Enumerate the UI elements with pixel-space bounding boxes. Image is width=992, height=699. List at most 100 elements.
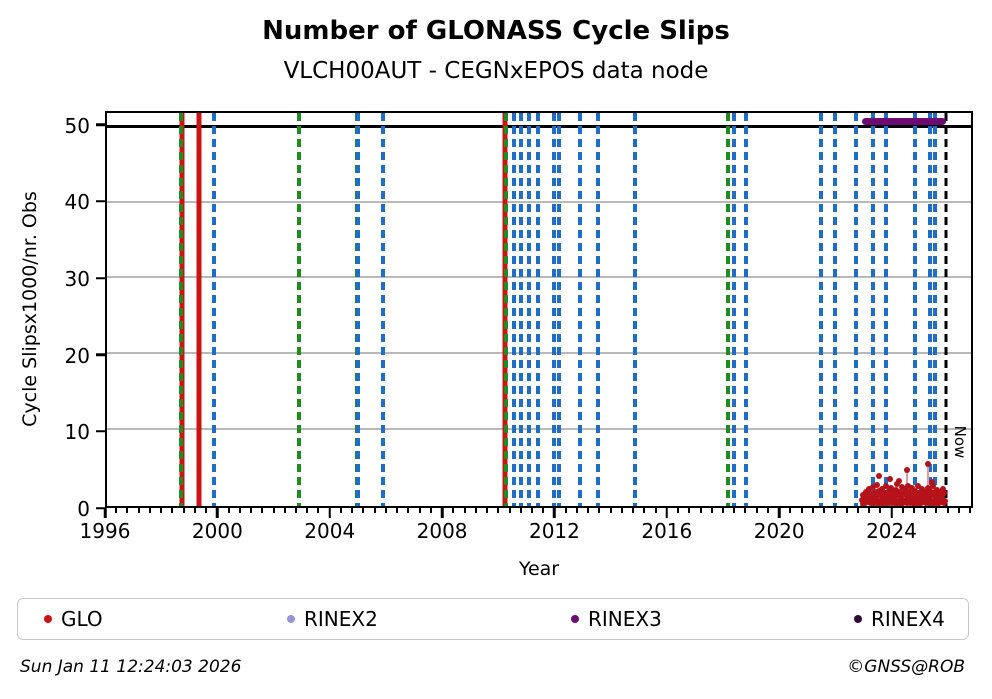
x-axis-minor-tick xyxy=(148,508,151,513)
rinex4-marker-icon xyxy=(854,615,862,623)
x-axis-minor-tick xyxy=(317,508,320,513)
glo-scatter-point xyxy=(921,488,928,495)
rinex3-availability-line xyxy=(861,118,946,126)
glo-scatter-point xyxy=(877,491,884,498)
x-axis-minor-tick xyxy=(789,508,792,513)
legend-label-rinex2: RINEX2 xyxy=(304,607,378,631)
glo-scatter-point xyxy=(924,484,931,491)
legend-label-rinex4: RINEX4 xyxy=(871,607,945,631)
glo-scatter-point xyxy=(927,487,934,494)
glo-scatter-point xyxy=(895,491,902,498)
x-axis-minor-tick xyxy=(755,508,758,513)
blue-event-line xyxy=(512,113,517,506)
x-axis-minor-tick xyxy=(879,508,882,513)
glo-scatter-point xyxy=(886,493,893,500)
blue-event-line xyxy=(551,113,556,506)
x-axis-minor-tick xyxy=(744,508,747,513)
x-axis-minor-tick xyxy=(868,508,871,513)
blue-event-line xyxy=(355,113,360,506)
glo-scatter-point xyxy=(928,492,935,499)
glo-scatter-point xyxy=(887,475,894,482)
blue-event-line xyxy=(632,113,637,506)
x-axis-minor-tick xyxy=(564,508,567,513)
blue-event-line xyxy=(871,113,876,506)
glo-scatter-point xyxy=(904,467,911,474)
x-axis-minor-tick xyxy=(913,508,915,513)
glo-marker-icon xyxy=(44,615,52,623)
blue-event-line xyxy=(928,113,933,506)
glo-scatter-point xyxy=(882,483,889,490)
x-axis-minor-tick xyxy=(283,508,286,513)
x-axis-minor-tick xyxy=(227,508,230,513)
x-axis-tick xyxy=(665,508,669,518)
blue-event-line xyxy=(818,113,823,506)
glo-scatter-point xyxy=(903,493,910,500)
x-axis-tick-label: 2020 xyxy=(753,519,805,543)
chart-subtitle: VLCH00AUT - CEGNxEPOS data node xyxy=(283,58,709,84)
y-axis-tick-label: 0 xyxy=(77,497,90,521)
y-axis-tick-label: 10 xyxy=(64,420,90,445)
x-axis-minor-tick xyxy=(351,508,354,513)
x-axis-minor-tick xyxy=(508,508,511,513)
x-axis-minor-tick xyxy=(452,508,455,513)
x-axis-minor-tick xyxy=(182,508,185,513)
outlier-stem xyxy=(906,470,909,495)
x-axis-minor-tick xyxy=(598,508,601,513)
glo-scatter-point xyxy=(865,486,872,493)
x-axis-minor-tick xyxy=(250,508,253,513)
rinex2-marker-icon xyxy=(287,615,295,623)
glo-scatter-point xyxy=(895,477,902,484)
glo-scatter-point xyxy=(888,484,895,491)
glo-scatter-point xyxy=(892,487,899,494)
x-axis-minor-tick xyxy=(519,508,522,513)
blue-event-line xyxy=(832,113,837,506)
y-axis-tick-label: 40 xyxy=(64,190,90,215)
blue-event-line xyxy=(527,113,532,506)
x-axis-minor-tick xyxy=(924,508,927,513)
x-axis-minor-tick xyxy=(486,508,489,513)
x-axis-minor-tick xyxy=(205,508,208,513)
x-axis-tick xyxy=(328,508,331,518)
glo-scatter-point xyxy=(916,490,923,497)
x-axis-minor-tick xyxy=(834,508,837,513)
x-axis-minor-tick xyxy=(632,508,635,513)
glo-scatter-point xyxy=(909,484,916,491)
x-axis-minor-tick xyxy=(969,508,972,513)
x-axis-minor-tick xyxy=(238,508,241,513)
x-axis-minor-tick xyxy=(957,508,960,513)
x-axis-minor-tick xyxy=(261,508,264,513)
x-axis-minor-tick xyxy=(115,508,118,513)
green-event-line xyxy=(504,113,509,506)
blue-event-line xyxy=(519,113,524,506)
blue-event-line xyxy=(743,113,748,506)
x-axis-tick-label: 2016 xyxy=(641,519,693,543)
x-axis-minor-tick xyxy=(171,508,174,513)
x-axis-minor-tick xyxy=(193,508,196,513)
x-axis-tick xyxy=(103,508,107,518)
glo-scatter-point xyxy=(876,472,883,479)
glo-scatter-point xyxy=(941,498,948,505)
legend-item-glo: GLO xyxy=(44,607,103,631)
green-event-line xyxy=(179,113,184,506)
x-axis-minor-tick xyxy=(901,508,904,513)
x-axis-minor-tick xyxy=(542,508,545,513)
x-axis-minor-tick xyxy=(710,508,713,513)
x-axis-minor-tick xyxy=(609,508,612,513)
now-line xyxy=(944,113,948,506)
x-axis-tick xyxy=(440,508,444,518)
x-axis-minor-tick xyxy=(811,508,814,513)
chart-title: Number of GLONASS Cycle Slips xyxy=(262,16,730,46)
plot-area xyxy=(105,111,973,508)
glo-scatter-point xyxy=(929,479,936,486)
x-axis-title: Year xyxy=(518,558,560,580)
glo-scatter-point xyxy=(923,493,930,500)
legend-label-glo: GLO xyxy=(61,607,103,631)
x-axis-tick-label: 2012 xyxy=(528,519,580,543)
legend-box: GLO RINEX2 RINEX3 RINEX4 xyxy=(17,598,969,640)
x-axis-tick xyxy=(890,508,893,518)
outlier-stem xyxy=(926,464,929,495)
x-axis-minor-tick xyxy=(856,508,859,513)
x-axis-minor-tick xyxy=(418,508,421,513)
x-axis-minor-tick xyxy=(575,508,578,513)
blue-event-line xyxy=(913,113,918,506)
